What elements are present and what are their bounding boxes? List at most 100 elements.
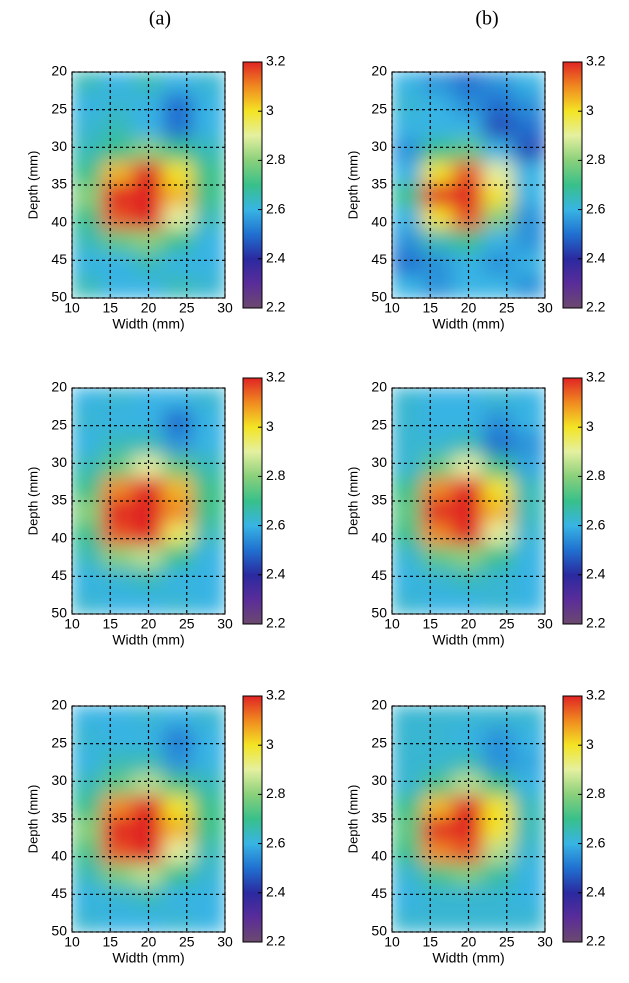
heat-cell (71, 184, 104, 209)
y-tick-label: 40 (51, 213, 67, 229)
y-tick-label: 35 (371, 492, 387, 508)
y-tick-label: 25 (371, 100, 387, 116)
heat-cell (391, 207, 424, 232)
y-tick-label: 20 (51, 697, 67, 713)
x-tick-label: 15 (102, 934, 118, 950)
colorbar-tick-label: 2.2 (266, 933, 286, 949)
heat-cell (71, 818, 104, 843)
heat-cell (422, 94, 455, 119)
heat-cell (193, 886, 226, 911)
heat-cell (102, 750, 135, 775)
heat-cell (513, 523, 546, 548)
heat-cell (513, 545, 546, 570)
heat-cell (483, 863, 516, 888)
heat-cell (513, 568, 546, 593)
heat-cell (391, 116, 424, 141)
colorbar-tick-label: 3 (266, 102, 274, 118)
heat-cell (102, 432, 135, 457)
heat-cell (193, 863, 226, 888)
heat-cell (513, 841, 546, 866)
heat-cell (102, 387, 135, 412)
heat-cell (102, 795, 135, 820)
heat-cell (391, 387, 424, 412)
heat-cell (102, 863, 135, 888)
heat-cell (513, 795, 546, 820)
heat-cell (193, 252, 226, 277)
x-tick-label: 25 (499, 934, 515, 950)
heat-cell (71, 523, 104, 548)
heat-cell (102, 841, 135, 866)
heat-cell (71, 773, 104, 798)
heat-cell (193, 274, 226, 299)
heat-cell (193, 590, 226, 615)
heat-cell (422, 229, 455, 254)
heat-cell (513, 116, 546, 141)
colorbar-tick-label: 2.6 (586, 834, 606, 850)
y-tick-label: 40 (371, 529, 387, 545)
heat-cell (513, 818, 546, 843)
heat-cell (483, 274, 516, 299)
heat-cell (163, 477, 196, 502)
y-tick-label: 40 (51, 847, 67, 863)
heat-cell (71, 545, 104, 570)
heat-cell (102, 94, 135, 119)
colorbar-tick-label: 2.8 (586, 785, 606, 801)
heat-cell (391, 818, 424, 843)
heat-cell (163, 71, 196, 96)
colorbar-tick-label: 2.2 (586, 299, 606, 315)
heat-cell (163, 274, 196, 299)
y-tick-label: 30 (51, 138, 67, 154)
heat-cell (163, 500, 196, 525)
heat-cell (391, 229, 424, 254)
y-tick-label: 20 (371, 379, 387, 395)
y-axis-label: Depth (mm) (25, 467, 40, 536)
colorbar (243, 62, 262, 308)
x-tick-label: 15 (422, 616, 438, 632)
heat-cell (102, 568, 135, 593)
heat-cell (513, 455, 546, 480)
heat-cell (163, 432, 196, 457)
colorbar-tick-label: 2.8 (586, 467, 606, 483)
y-tick-label: 50 (371, 289, 387, 305)
y-tick-label: 45 (51, 251, 67, 267)
heat-cell (391, 568, 424, 593)
heat-cell (483, 477, 516, 502)
heat-cell (71, 500, 104, 525)
heat-cell (193, 410, 226, 435)
heat-cell (483, 705, 516, 730)
heat-cell (391, 432, 424, 457)
heat-cell (71, 590, 104, 615)
y-tick-label: 30 (371, 454, 387, 470)
heat-cell (422, 455, 455, 480)
heat-cell (422, 568, 455, 593)
heat-cell (391, 590, 424, 615)
heat-cell (102, 207, 135, 232)
heat-cell (71, 161, 104, 186)
heat-cell (193, 908, 226, 933)
y-tick-label: 45 (371, 567, 387, 583)
colorbar-tick-label: 3 (266, 736, 274, 752)
heat-cell (422, 71, 455, 96)
heat-cell (71, 94, 104, 119)
y-tick-label: 20 (371, 697, 387, 713)
heat-cell (163, 523, 196, 548)
heat-cell (102, 818, 135, 843)
heat-cell (163, 94, 196, 119)
y-tick-label: 20 (51, 379, 67, 395)
x-axis-label: Width (mm) (432, 632, 504, 648)
heat-cell (513, 432, 546, 457)
y-tick-label: 45 (371, 251, 387, 267)
heat-cell (193, 432, 226, 457)
colorbar-tick-label: 2.4 (586, 566, 606, 582)
heat-cell (422, 523, 455, 548)
colorbar-tick-label: 2.2 (266, 615, 286, 631)
heat-cell (193, 161, 226, 186)
heat-cell (391, 500, 424, 525)
heat-cell (71, 252, 104, 277)
heat-cell (483, 139, 516, 164)
heat-cell (71, 886, 104, 911)
y-tick-label: 50 (371, 923, 387, 939)
heat-cell (102, 410, 135, 435)
heat-cell (163, 184, 196, 209)
y-tick-label: 20 (371, 63, 387, 79)
